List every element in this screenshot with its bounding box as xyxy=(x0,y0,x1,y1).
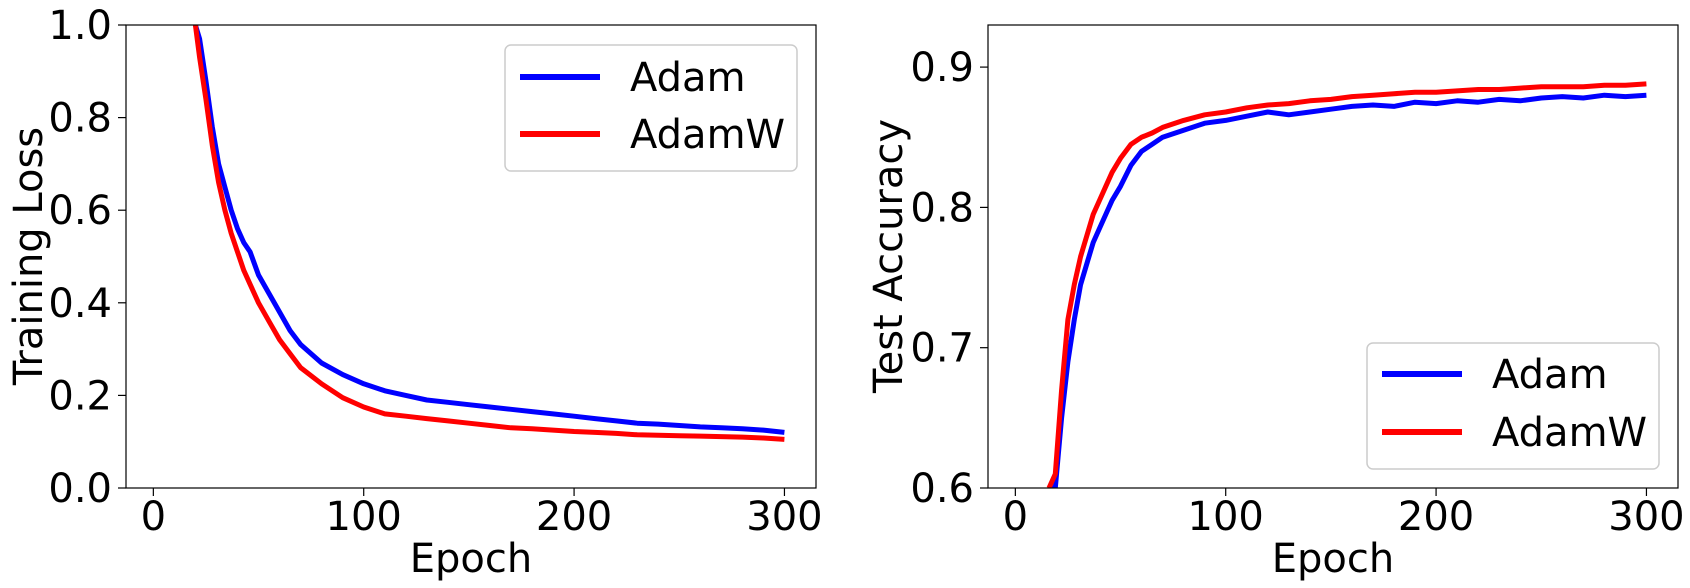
x-tick-label: 200 xyxy=(536,494,612,540)
training-loss-x-axis-label: Epoch xyxy=(410,536,532,582)
test-accuracy-legend: Adam AdamW xyxy=(1366,342,1660,470)
test-accuracy-plot-frame xyxy=(987,24,1679,489)
x-tick-label: 200 xyxy=(1398,494,1474,540)
y-tick-label: 0.9 xyxy=(910,45,974,91)
training-loss-legend: Adam AdamW xyxy=(504,44,798,172)
x-tick-label: 0 xyxy=(141,494,166,540)
legend-label-adamw: AdamW xyxy=(630,112,785,158)
legend-label-adam: Adam xyxy=(1492,352,1608,398)
test-accuracy-y-axis-label: Test Accuracy xyxy=(866,119,912,394)
x-tick-label: 100 xyxy=(326,494,402,540)
training-loss-plot-frame xyxy=(125,24,817,489)
series-line-adamw xyxy=(1046,81,1647,488)
y-tick-label: 0.4 xyxy=(48,281,112,327)
legend-label-adam: Adam xyxy=(630,55,746,101)
y-tick-label: 0.2 xyxy=(48,373,112,419)
series-line-adamw xyxy=(192,25,785,442)
x-tick-label: 0 xyxy=(1003,494,1028,540)
test-accuracy-x-ticks: 0 100 200 300 xyxy=(1003,488,1685,540)
x-tick-label: 100 xyxy=(1188,494,1264,540)
x-tick-label: 300 xyxy=(1608,494,1684,540)
x-tick-label: 300 xyxy=(746,494,822,540)
series-line-adam xyxy=(1049,92,1647,488)
y-tick-label: 0.6 xyxy=(48,188,112,234)
training-loss-plot-lines xyxy=(192,25,785,442)
training-loss-x-ticks: 0 100 200 300 xyxy=(141,488,823,540)
y-tick-label: 1.0 xyxy=(48,3,112,49)
y-tick-label: 0.7 xyxy=(910,326,974,372)
training-loss-chart: 0 100 200 300 0.0 0.2 0.4 0.6 0.8 1.0 Epoch Trai… xyxy=(6,3,823,582)
series-line-adam xyxy=(193,25,785,435)
y-tick-label: 0.0 xyxy=(48,466,112,512)
test-accuracy-plot-lines xyxy=(1046,81,1647,488)
legend-label-adamw: AdamW xyxy=(1492,410,1647,456)
training-loss-y-axis-label: Training Loss xyxy=(6,127,52,386)
test-accuracy-x-axis-label: Epoch xyxy=(1272,536,1394,582)
test-accuracy-y-ticks: 0.6 0.7 0.8 0.9 xyxy=(910,45,988,512)
y-tick-label: 0.6 xyxy=(910,466,974,512)
test-accuracy-chart: 0 100 200 300 0.6 0.7 0.8 0.9 Epoch Test Accur… xyxy=(866,24,1685,582)
y-tick-label: 0.8 xyxy=(48,96,112,142)
training-loss-y-ticks: 0.0 0.2 0.4 0.6 0.8 1.0 xyxy=(48,3,126,512)
y-tick-label: 0.8 xyxy=(910,185,974,231)
